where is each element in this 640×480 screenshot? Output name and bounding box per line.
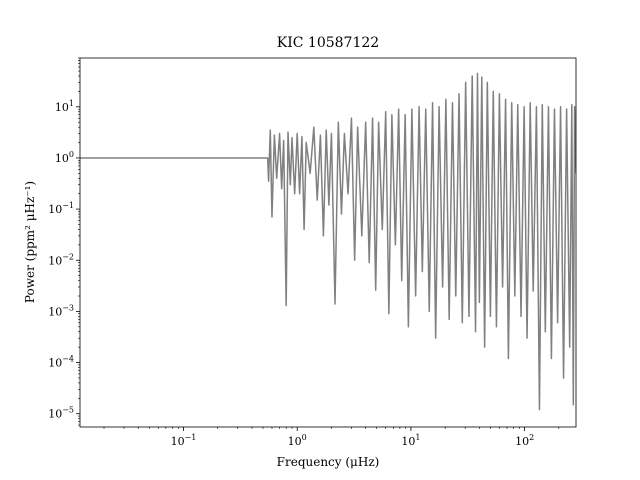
axes-frame — [79, 57, 577, 428]
y-tick-label: 10−4 — [48, 355, 74, 370]
x-tick-label-base: 10 — [288, 435, 302, 448]
x-tick-label-exponent: 0 — [302, 433, 307, 442]
y-tick-label: 100 — [55, 150, 74, 165]
y-tick-label-exponent: 0 — [69, 150, 74, 159]
y-tick-label-exponent: −1 — [62, 201, 74, 210]
y-axis-label: Power (ppm² μHz⁻¹) — [23, 181, 37, 303]
y-tick-label-base: 10 — [48, 357, 62, 370]
x-tick-label-exponent: 2 — [529, 433, 534, 442]
y-tick-label: 10−2 — [48, 252, 74, 267]
x-axis-label: Frequency (μHz) — [277, 455, 380, 469]
x-tick-label: 10−1 — [171, 433, 197, 448]
x-tick-label-base: 10 — [401, 435, 415, 448]
series-line-0 — [80, 72, 576, 411]
y-tick-label-exponent: −2 — [62, 252, 74, 261]
y-tick-label: 101 — [55, 99, 74, 114]
y-tick-label: 10−3 — [48, 303, 74, 318]
y-tick-label-exponent: 1 — [69, 99, 74, 108]
y-tick-label-base: 10 — [55, 152, 69, 165]
x-tick-label-exponent: 1 — [415, 433, 420, 442]
y-tick-label-exponent: −5 — [62, 406, 74, 415]
y-tick-label-exponent: −4 — [62, 355, 74, 364]
y-tick-label: 10−5 — [48, 406, 74, 421]
x-tick-label-exponent: −1 — [185, 433, 197, 442]
x-tick-label: 100 — [288, 433, 307, 448]
chart-title: KIC 10587122 — [277, 35, 379, 51]
y-tick-label-base: 10 — [48, 305, 62, 318]
x-tick-label: 101 — [401, 433, 420, 448]
y-tick-label-base: 10 — [48, 254, 62, 267]
x-tick-label-base: 10 — [171, 435, 185, 448]
y-tick-label: 10−1 — [48, 201, 74, 216]
y-tick-label-base: 10 — [48, 408, 62, 421]
x-tick-label-base: 10 — [515, 435, 529, 448]
x-tick-label: 102 — [515, 433, 534, 448]
y-tick-label-exponent: −3 — [62, 303, 74, 312]
y-tick-label-base: 10 — [48, 203, 62, 216]
y-tick-label-base: 10 — [55, 101, 69, 114]
